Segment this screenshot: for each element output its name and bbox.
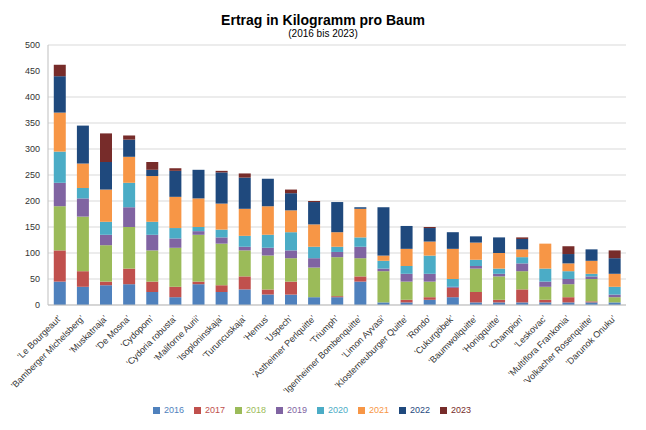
svg-text:'Baumwollquitte': 'Baumwollquitte'	[426, 313, 480, 367]
svg-text:250: 250	[25, 170, 40, 180]
svg-text:150: 150	[25, 222, 40, 232]
svg-text:'Le Bourgeaut': 'Le Bourgeaut'	[15, 313, 64, 362]
svg-text:'Cukurgöbek': 'Cukurgöbek'	[412, 313, 457, 358]
svg-text:'Igenheimer Bombenquitte': 'Igenheimer Bombenquitte'	[281, 313, 364, 396]
svg-text:'Maliforne Aurii': 'Maliforne Aurii'	[152, 313, 202, 364]
svg-text:'Honigquitte': 'Honigquitte'	[460, 313, 503, 356]
svg-text:'Multiflora Frankonia': 'Multiflora Frankonia'	[506, 313, 572, 379]
svg-text:'Uspech': 'Uspech'	[263, 313, 295, 345]
svg-text:'Leskovac': 'Leskovac'	[512, 313, 549, 350]
svg-text:'Cydoria robusta': 'Cydoria robusta'	[124, 313, 179, 368]
svg-text:'Volkacher Rosenquitte': 'Volkacher Rosenquitte'	[521, 313, 595, 387]
html-text:2016: 2016	[163, 405, 184, 415]
svg-text:50: 50	[30, 274, 40, 284]
html-text:2023: 2023	[451, 405, 472, 415]
svg-text:0: 0	[35, 300, 40, 310]
svg-text:100: 100	[25, 248, 40, 258]
html-text:2019: 2019	[287, 405, 307, 415]
html-text:2020: 2020	[328, 405, 348, 415]
html-text:2022: 2022	[410, 405, 431, 415]
svg-text:'Triumph': 'Triumph'	[307, 313, 341, 347]
svg-text:500: 500	[25, 40, 40, 50]
svg-text:'Darunok Onuku': 'Darunok Onuku'	[564, 313, 618, 367]
svg-text:'Klosterneuburger Quitte': 'Klosterneuburger Quitte'	[333, 313, 410, 390]
svg-text:400: 400	[25, 92, 40, 102]
html-text:2021: 2021	[369, 405, 390, 415]
svg-text:300: 300	[25, 144, 40, 154]
svg-text:'Bamberger Michelsberg': 'Bamberger Michelsberg'	[9, 313, 87, 391]
html-text:2018: 2018	[245, 405, 266, 415]
svg-text:'Astheimer Perlquitte': 'Astheimer Perlquitte'	[250, 313, 318, 381]
html-text:2017: 2017	[204, 405, 225, 415]
svg-text:200: 200	[25, 196, 40, 206]
svg-text:'Hemus': 'Hemus'	[241, 313, 272, 344]
svg-text:450: 450	[25, 66, 40, 76]
svg-text:'Champion': 'Champion'	[487, 313, 526, 352]
svg-text:'De Mosna': 'De Mosna'	[93, 313, 133, 352]
svg-text:'Rondo': 'Rondo'	[404, 313, 433, 342]
svg-text:'Muskatnaja': 'Muskatnaja'	[67, 313, 110, 356]
svg-text:'Turuncuskaja': 'Turuncuskaja'	[201, 313, 249, 361]
svg-text:350: 350	[25, 118, 40, 128]
html-text:(2016 bis 2023): (2016 bis 2023)	[288, 28, 358, 39]
svg-text:'Isoploninskaja': 'Isoploninskaja'	[175, 313, 225, 364]
html-text:Ertrag in Kilogramm pro Baum: Ertrag in Kilogramm pro Baum	[221, 12, 425, 28]
svg-text:'Cydopom': 'Cydopom'	[118, 313, 156, 351]
svg-text:'Limon Ayvasi': 'Limon Ayvasi'	[339, 313, 387, 361]
